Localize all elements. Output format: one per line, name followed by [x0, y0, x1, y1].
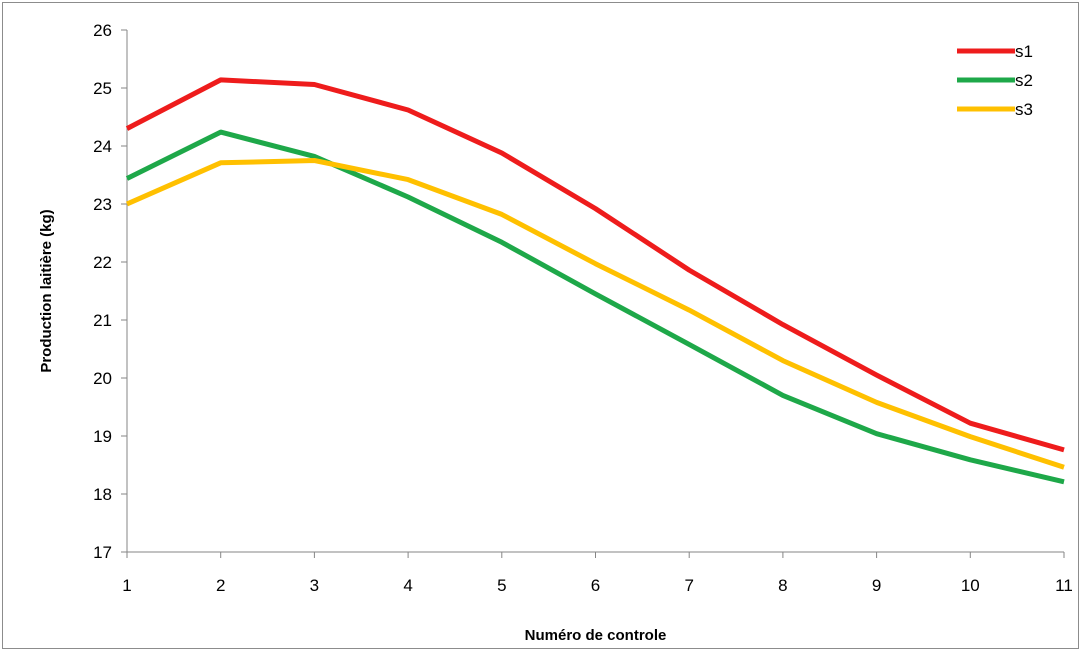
x-tick-label: 8	[778, 576, 787, 595]
y-tick-label: 20	[93, 369, 112, 388]
series-line-s1	[125, 77, 1065, 453]
series-lines	[125, 77, 1065, 485]
x-tick-label: 10	[961, 576, 980, 595]
series-line-s2	[125, 129, 1065, 485]
x-tick-label: 2	[216, 576, 225, 595]
x-tick-label: 6	[591, 576, 600, 595]
y-tick-label: 19	[93, 427, 112, 446]
x-tick-label: 7	[684, 576, 693, 595]
legend-label-s3: s3	[1015, 100, 1033, 119]
legend-label-s2: s2	[1015, 71, 1033, 90]
y-tick-label: 24	[93, 137, 112, 156]
y-tick-label: 21	[93, 311, 112, 330]
y-tick-label: 17	[93, 543, 112, 562]
x-axis-title: Numéro de controle	[525, 627, 667, 644]
x-tick-label: 5	[497, 576, 506, 595]
x-tick-label: 3	[310, 576, 319, 595]
y-tick-label: 22	[93, 253, 112, 272]
series-line-s3	[125, 158, 1065, 470]
axes	[126, 30, 1064, 553]
y-axis-title: Production laitière (kg)	[38, 209, 55, 372]
y-tick-label: 26	[93, 21, 112, 40]
legend: s1 s2 s3	[957, 42, 1033, 119]
y-tick-label: 25	[93, 79, 112, 98]
x-tick-label: 11	[1055, 576, 1073, 595]
x-tick-label: 1	[122, 576, 131, 595]
legend-label-s1: s1	[1015, 42, 1033, 61]
y-tick-label: 18	[93, 485, 112, 504]
y-tick-label: 23	[93, 195, 112, 214]
x-tick-label: 9	[872, 576, 881, 595]
x-tick-label: 4	[403, 576, 412, 595]
